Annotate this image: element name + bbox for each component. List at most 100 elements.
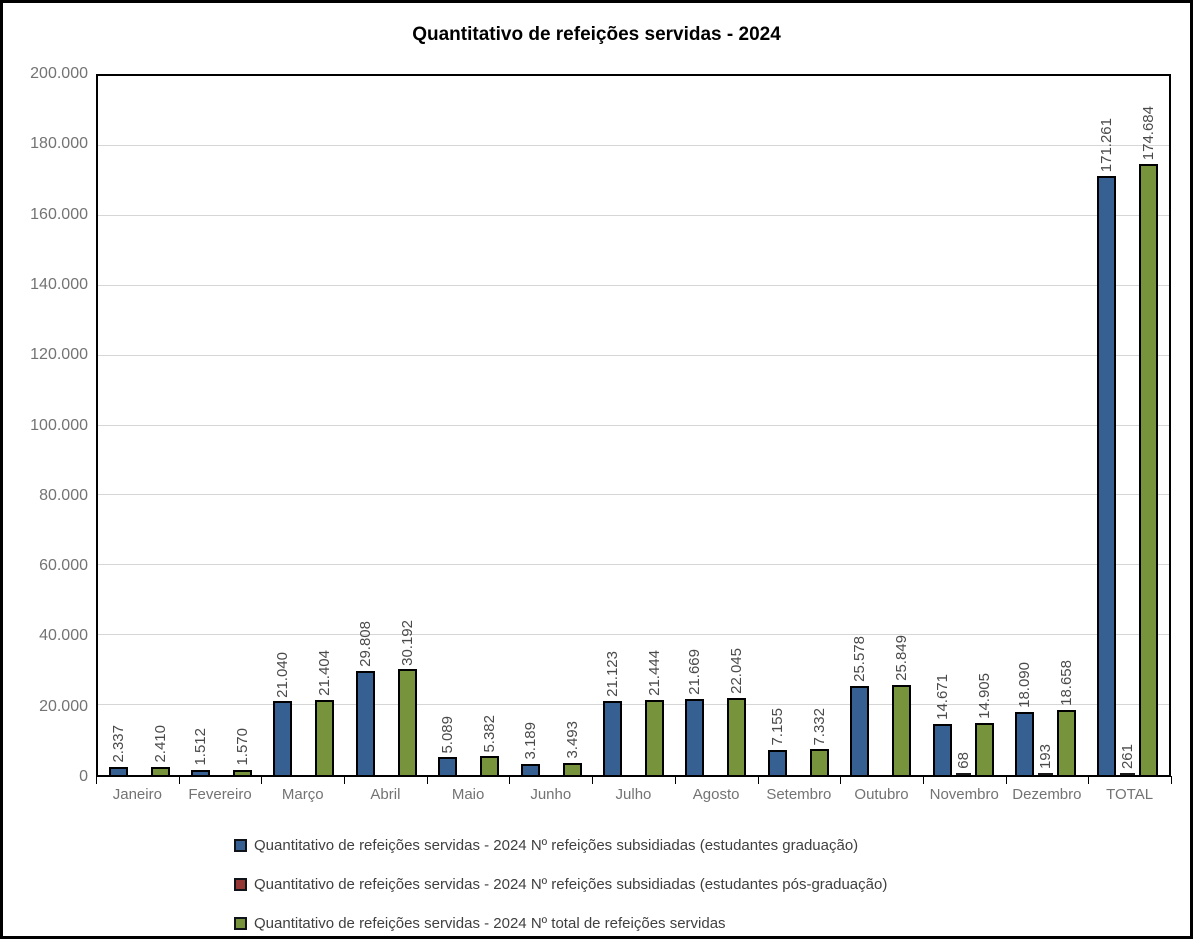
axis-tick	[592, 776, 594, 784]
bar-slot	[541, 76, 562, 775]
bar-data-label: 21.669	[686, 649, 704, 696]
x-axis-category-label: Agosto	[692, 786, 740, 803]
axis-tick	[1171, 776, 1172, 784]
x-axis-category-label: Junho	[530, 786, 572, 803]
y-axis-tick-label: 80.000	[39, 486, 88, 504]
x-axis-category-label: Julho	[615, 786, 652, 803]
bar-data-label: 1.570	[234, 727, 252, 766]
y-axis-tick-label: 180.000	[30, 135, 88, 153]
x-axis-category-label: Março	[281, 786, 324, 803]
bar-data-label: 25.849	[893, 634, 911, 681]
bar-series-1-dezembro	[1037, 773, 1053, 775]
bars-container: 2.337 2.410 1.512 1.570 21.040 21.404 29.808 30…	[98, 76, 1169, 775]
category-group-junho: 3.189 3.493	[510, 76, 592, 775]
bar-data-label: 7.155	[768, 708, 786, 746]
bar-series-0-março	[273, 701, 293, 775]
category-group-outubro: 25.578 25.849	[840, 76, 922, 775]
bar-slot	[458, 76, 479, 775]
axis-tick	[509, 776, 511, 784]
bar-data-label: 7.332	[810, 707, 828, 746]
bar-data-label: 3.493	[563, 721, 581, 759]
bar-data-label: 22.045	[728, 648, 746, 694]
gridline	[98, 424, 1169, 426]
bar-slot: 5.382	[479, 76, 500, 775]
bar-series-2-julho	[645, 700, 665, 775]
bar-series-2-maio	[480, 756, 500, 775]
bar-data-label: 171.261	[1098, 118, 1116, 173]
bar-series-0-abril	[355, 670, 375, 775]
gridline	[98, 634, 1169, 636]
bar-data-label: 193	[1036, 743, 1054, 769]
x-axis-category-label: Novembro	[929, 786, 999, 803]
category-group-novembro: 14.671 68 14.905	[922, 76, 1004, 775]
bar-slot: 21.444	[644, 76, 665, 775]
bar-series-2-janeiro	[150, 766, 170, 775]
bar-series-0-janeiro	[108, 766, 128, 775]
axis-tick	[1088, 776, 1090, 784]
bar-slot: 3.189	[520, 76, 541, 775]
y-axis-tick-label: 120.000	[30, 346, 88, 364]
bar-series-0-setembro	[767, 750, 787, 775]
bar-slot: 5.089	[437, 76, 458, 775]
bar-series-0-total	[1097, 176, 1117, 775]
bar-series-0-outubro	[850, 685, 870, 775]
bar-slot: 1.512	[190, 76, 211, 775]
axis-tick	[674, 776, 676, 784]
bar-slot: 14.671	[932, 76, 953, 775]
gridline	[98, 144, 1169, 146]
gridline	[98, 494, 1169, 496]
bar-series-2-março	[315, 700, 335, 775]
bar-slot: 68	[953, 76, 974, 775]
legend-item-graduacao: Quantitativo de refeições servidas - 202…	[234, 826, 887, 865]
y-axis-tick-label: 40.000	[39, 627, 88, 645]
category-group-março: 21.040 21.404	[263, 76, 345, 775]
axis-tick	[840, 776, 842, 784]
legend-label-graduacao: Quantitativo de refeições servidas - 202…	[254, 837, 859, 854]
bar-series-0-agosto	[685, 699, 705, 775]
category-group-julho: 21.123 21.444	[592, 76, 674, 775]
bar-data-label: 21.040	[274, 651, 292, 698]
x-axis-category-label: Setembro	[766, 786, 832, 803]
bar-slot: 30.192	[397, 76, 418, 775]
bar-series-2-outubro	[892, 684, 912, 775]
category-group-janeiro: 2.337 2.410	[98, 76, 180, 775]
axis-tick	[344, 776, 346, 784]
bar-data-label: 1.512	[192, 728, 210, 766]
axis-tick	[96, 776, 97, 784]
bar-slot	[623, 76, 644, 775]
bar-slot	[870, 76, 891, 775]
bar-series-2-fevereiro	[233, 769, 253, 775]
bar-slot: 22.045	[726, 76, 747, 775]
bar-data-label: 3.189	[521, 722, 539, 760]
bar-slot: 171.261	[1096, 76, 1117, 775]
y-axis-tick-label: 140.000	[30, 275, 88, 293]
bar-data-label: 174.684	[1140, 106, 1158, 161]
bar-data-label: 2.410	[151, 725, 169, 763]
legend-marker-total-icon	[234, 917, 247, 930]
gridline	[98, 704, 1169, 706]
bar-data-label: 5.382	[481, 714, 499, 753]
bar-series-0-junho	[520, 763, 540, 775]
bar-slot: 3.493	[562, 76, 583, 775]
gridline	[98, 214, 1169, 216]
axis-tick	[757, 776, 759, 784]
category-group-fevereiro: 1.512 1.570	[180, 76, 262, 775]
bar-data-label: 5.089	[439, 715, 457, 754]
y-axis-tick-label: 0	[79, 768, 88, 785]
bar-data-label: 14.671	[933, 673, 951, 720]
category-group-abril: 29.808 30.192	[345, 76, 427, 775]
bar-slot: 25.578	[849, 76, 870, 775]
bar-series-1-novembro	[955, 773, 971, 775]
bar-series-0-julho	[603, 701, 623, 775]
axis-tick	[178, 776, 180, 784]
bar-data-label: 18.658	[1057, 659, 1075, 706]
bar-slot: 18.090	[1014, 76, 1035, 775]
bar-slot: 7.155	[767, 76, 788, 775]
bar-data-label: 261	[1119, 743, 1137, 769]
axis-tick	[261, 776, 263, 784]
axis-tick	[1005, 776, 1007, 784]
category-group-total: 171.261 261 174.684	[1087, 76, 1169, 775]
category-group-maio: 5.089 5.382	[428, 76, 510, 775]
bar-data-label: 14.905	[975, 673, 993, 719]
